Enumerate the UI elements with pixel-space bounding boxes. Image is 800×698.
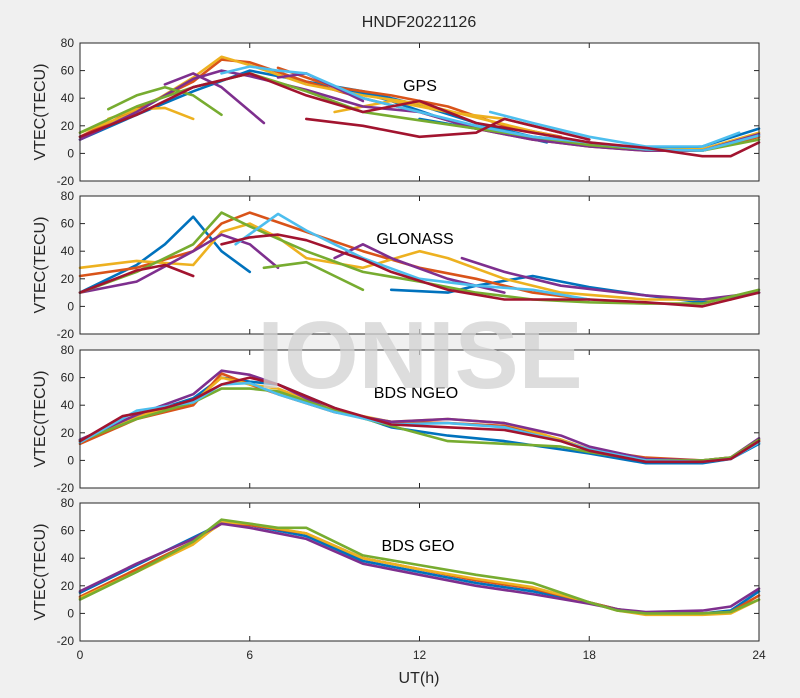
series-line-6 [460, 256, 761, 301]
y-tick-label: 80 [61, 36, 75, 50]
series-line-7 [78, 211, 761, 305]
subplot-1: -20 0 20 40 60 80 VTEC(TECU) GLONASS [32, 189, 761, 341]
panel-label: GLONASS [376, 231, 453, 248]
panel-label: BDS GEO [382, 538, 455, 555]
x-tick-label: 0 [77, 648, 84, 662]
x-tick-label: 6 [246, 648, 253, 662]
panel-label: BDS NGEO [374, 385, 458, 402]
y-tick-label: 40 [61, 91, 75, 105]
series-line-2 [78, 521, 761, 617]
y-axis-label: VTEC(TECU) [32, 217, 49, 314]
series-line-10 [78, 263, 195, 294]
y-tick-label: 80 [61, 496, 75, 510]
y-tick-label: 60 [61, 64, 75, 78]
series-line-4 [78, 518, 761, 615]
series-line-11 [220, 233, 761, 308]
y-tick-label: 40 [61, 244, 75, 258]
x-axis-label: UT(h) [399, 670, 440, 687]
y-tick-label: 60 [61, 524, 75, 538]
x-tick-label: 24 [752, 648, 766, 662]
y-axis-label: VTEC(TECU) [32, 371, 49, 468]
x-tick-label: 18 [583, 648, 597, 662]
series-line-8 [262, 260, 365, 292]
watermark: IONISE [257, 302, 582, 409]
y-tick-label: 80 [61, 189, 75, 203]
subplot-2: -20 0 20 40 60 80 VTEC(TECU) BDS NGEO [32, 343, 761, 495]
y-axis-label: VTEC(TECU) [32, 64, 49, 161]
series-line-6 [78, 376, 761, 464]
x-tick-label: 12 [413, 648, 427, 662]
panel-label: GPS [403, 78, 437, 95]
axes-area [80, 350, 759, 488]
series-line-3 [78, 222, 732, 301]
y-tick-label: 20 [61, 119, 75, 133]
y-tick-label: -20 [57, 481, 75, 495]
y-tick-label: 80 [61, 343, 75, 357]
y-tick-label: 20 [61, 426, 75, 440]
series-line-9 [163, 72, 266, 125]
figure-title: HNDF20221126 [362, 14, 477, 31]
y-tick-label: 20 [61, 579, 75, 593]
subplot-0: -20 0 20 40 60 80 VTEC(TECU) GPS [32, 36, 761, 188]
y-tick-label: -20 [57, 174, 75, 188]
y-tick-label: 20 [61, 272, 75, 286]
y-tick-label: 0 [67, 453, 74, 467]
series-line-11 [107, 85, 223, 117]
y-tick-label: -20 [57, 327, 75, 341]
y-tick-label: 0 [67, 606, 74, 620]
y-tick-label: 60 [61, 217, 75, 231]
series-line-9 [234, 212, 591, 301]
y-axis-label: VTEC(TECU) [32, 524, 49, 621]
y-tick-label: -20 [57, 634, 75, 648]
y-tick-label: 40 [61, 398, 75, 412]
series-line-16 [305, 117, 591, 141]
y-tick-label: 40 [61, 551, 75, 565]
series-line-15 [78, 72, 761, 158]
series-line-14 [488, 110, 741, 148]
y-tick-label: 0 [67, 299, 74, 313]
series-line-4 [78, 233, 280, 294]
y-tick-label: 0 [67, 146, 74, 160]
y-tick-label: 60 [61, 371, 75, 385]
series-line-8 [78, 69, 761, 152]
